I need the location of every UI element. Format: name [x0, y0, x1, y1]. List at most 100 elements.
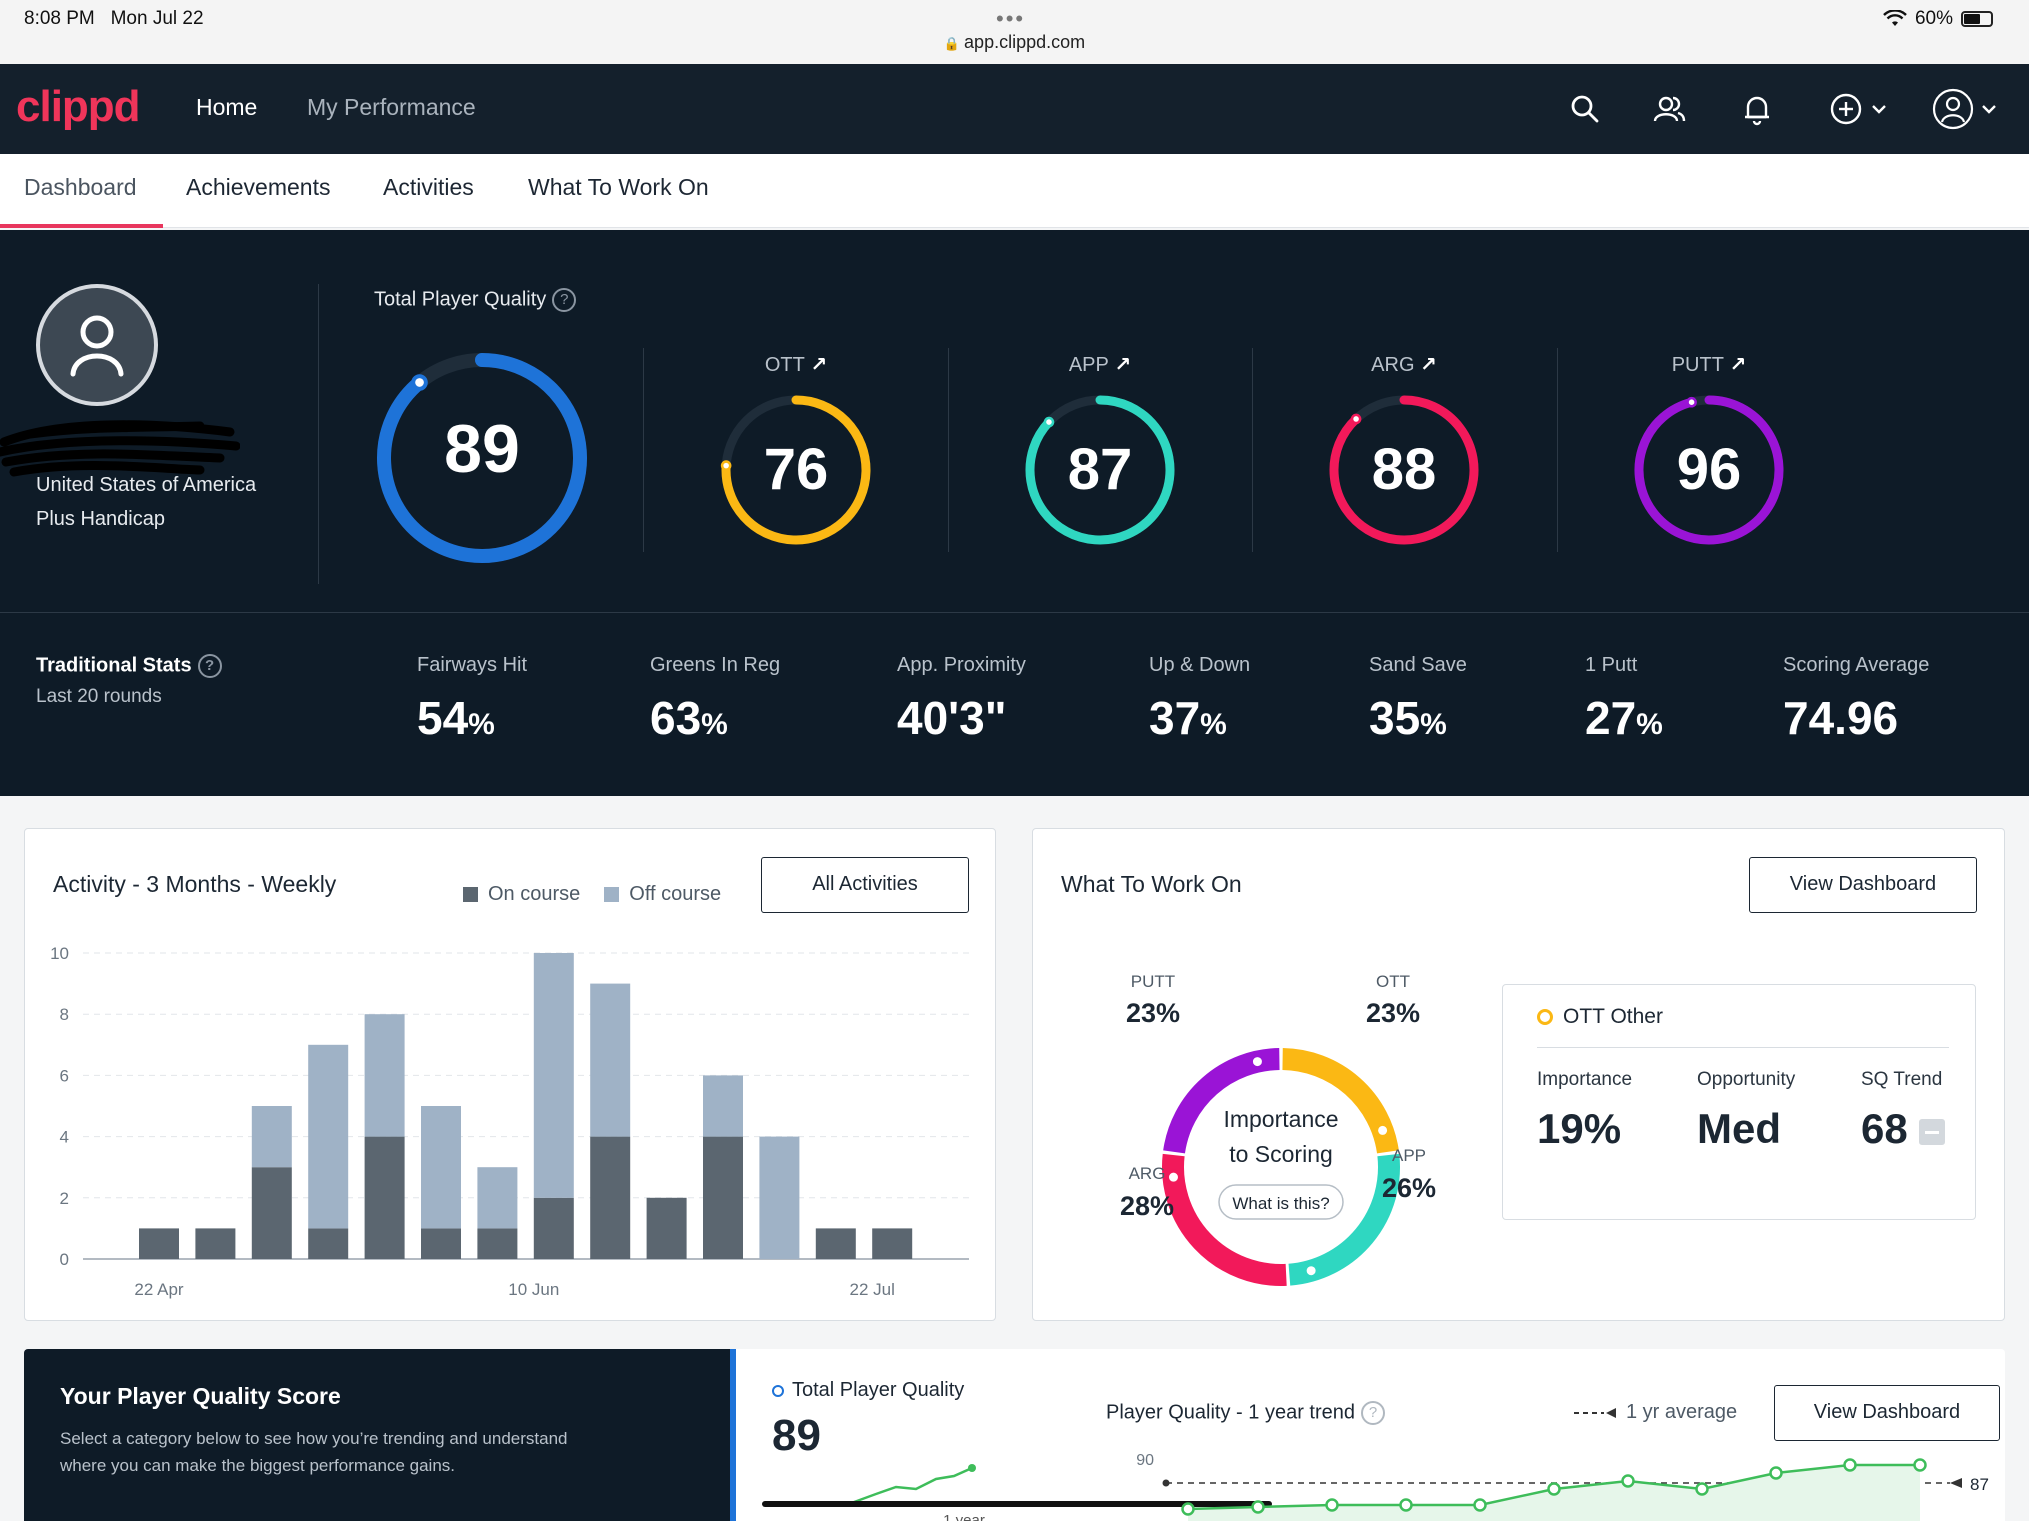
category-name: PUTT	[1671, 354, 1724, 376]
donut-label-app: APP	[1392, 1146, 1426, 1165]
pq-trend[interactable]: Total Player Quality 89 Player Quality -…	[736, 1349, 2005, 1521]
pq-view-dashboard-button[interactable]: View Dashboard	[1774, 1385, 2000, 1441]
stat-greens-in-reg: Greens In Reg 63%	[650, 654, 780, 745]
bar-off-course[interactable]	[251, 1106, 292, 1168]
ring-arg[interactable]	[1324, 390, 1484, 550]
stat-sand-save: Sand Save 35%	[1369, 654, 1467, 745]
trend-point[interactable]	[1473, 1498, 1487, 1512]
address-bar[interactable]: 🔒 app.clippd.com	[943, 32, 1086, 52]
trend-point[interactable]	[1843, 1458, 1857, 1472]
nav-my-performance[interactable]: My Performance	[307, 94, 476, 120]
y-tick-label: 2	[60, 1189, 69, 1208]
player-quality-card: Your Player Quality Score Select a categ…	[24, 1349, 2005, 1521]
legend-off-course-swatch	[604, 887, 620, 902]
importance-col: Importance 19%	[1537, 1069, 1633, 1152]
clippd-logo[interactable]: clippd	[16, 82, 141, 131]
pq-tpq-value: 89	[772, 1411, 821, 1460]
user-circle-icon[interactable]	[1932, 88, 1974, 130]
tab-dashboard[interactable]: Dashboard	[0, 174, 163, 228]
traditional-stats-title: Traditional Stats?	[36, 654, 222, 678]
bar-on-course[interactable]	[533, 1197, 574, 1259]
bar-off-course[interactable]	[421, 1106, 461, 1229]
nav-home[interactable]: Home	[196, 94, 258, 120]
bar-off-course[interactable]	[477, 1167, 518, 1229]
more-dots-icon[interactable]: •••	[996, 6, 1026, 31]
bar-on-course[interactable]	[646, 1197, 687, 1259]
avatar[interactable]	[36, 284, 158, 406]
category-label-app[interactable]: APP ↗	[1020, 352, 1180, 377]
bar-on-course[interactable]	[364, 1136, 405, 1259]
tab-achievements[interactable]: Achievements	[186, 174, 331, 200]
bar-off-course[interactable]	[590, 983, 631, 1137]
bar-on-course[interactable]	[872, 1228, 913, 1259]
bell-icon[interactable]	[1738, 90, 1776, 128]
bar-on-course[interactable]	[308, 1228, 349, 1259]
wtwo-detail-panel[interactable]: OTT Other Importance 19% Opportunity Med S…	[1502, 984, 1976, 1220]
trend-point[interactable]	[1769, 1466, 1783, 1480]
ring-ott-marker	[720, 460, 732, 471]
category-label-ott[interactable]: OTT ↗	[716, 352, 876, 377]
view-dashboard-button[interactable]: View Dashboard	[1749, 857, 1977, 913]
what-is-this-label[interactable]: What is this?	[1232, 1194, 1329, 1213]
battery-fill	[1964, 14, 1980, 24]
bar-on-course[interactable]	[251, 1167, 292, 1259]
minus-icon	[1919, 1118, 1946, 1145]
help-icon[interactable]: ?	[197, 654, 222, 678]
search-icon[interactable]	[1566, 90, 1604, 128]
bar-on-course[interactable]	[477, 1228, 518, 1259]
trend-point[interactable]	[1251, 1500, 1265, 1514]
bar-on-course[interactable]	[421, 1228, 461, 1259]
activity-legend: On course Off course	[463, 883, 721, 906]
what-is-this-button[interactable]	[1218, 1184, 1344, 1220]
chevron-down-icon[interactable]	[1978, 90, 2000, 128]
stat-label: Fairways Hit	[417, 654, 528, 676]
bar-on-course[interactable]	[703, 1136, 743, 1259]
category-label-arg[interactable]: ARG ↗	[1324, 352, 1484, 377]
ring-app[interactable]	[1020, 390, 1180, 550]
stat-value: 74.96	[1783, 692, 1899, 744]
bar-off-course[interactable]	[364, 1014, 405, 1137]
trend-point[interactable]	[1547, 1482, 1561, 1496]
ring-putt[interactable]	[1629, 390, 1789, 550]
tpq-ring[interactable]	[372, 348, 592, 568]
divider	[1557, 348, 1558, 552]
plus-circle-icon[interactable]	[1828, 90, 1866, 128]
pq-desc-2: where you can make the biggest performan…	[60, 1456, 456, 1475]
divider	[318, 284, 319, 584]
ring-ott[interactable]	[716, 390, 876, 550]
bar-off-course[interactable]	[703, 1075, 743, 1137]
legend-on-course-swatch	[463, 887, 478, 902]
trend-point[interactable]	[1913, 1458, 1927, 1472]
category-name: OTT	[764, 354, 805, 376]
category-label-putt[interactable]: PUTT ↗	[1629, 352, 1789, 377]
people-icon[interactable]	[1650, 90, 1688, 128]
trend-point[interactable]	[1621, 1474, 1635, 1488]
stat-fairways-hit: Fairways Hit 54%	[417, 654, 527, 745]
ring-app-marker	[1043, 416, 1055, 428]
battery-icon	[1961, 11, 1993, 27]
help-icon[interactable]: ?	[552, 288, 577, 312]
bar-on-course[interactable]	[195, 1228, 236, 1259]
all-activities-button[interactable]: All Activities	[761, 857, 969, 913]
tab-activities[interactable]: Activities	[383, 174, 474, 200]
bar-on-course[interactable]	[590, 1136, 631, 1259]
bar-on-course[interactable]	[815, 1228, 856, 1259]
scroll-indicator[interactable]	[762, 1501, 1272, 1507]
lock-icon: 🔒	[943, 36, 961, 51]
trend-point[interactable]	[1695, 1482, 1709, 1496]
trend-point[interactable]	[1399, 1498, 1413, 1512]
bar-off-course[interactable]	[759, 1136, 800, 1259]
help-icon[interactable]: ?	[1361, 1401, 1385, 1425]
tab-what-to-work-on[interactable]: What To Work On	[528, 174, 709, 200]
chevron-down-icon[interactable]	[1868, 90, 1890, 128]
trend-point[interactable]	[1181, 1502, 1195, 1516]
trend-point[interactable]	[1325, 1498, 1339, 1512]
stat-value: 35%	[1369, 692, 1447, 744]
status-bar: 8:08 PM Mon Jul 22 ••• 🔒 app.clippd.com 6…	[0, 0, 2029, 64]
stat-up-down: Up & Down 37%	[1149, 654, 1250, 745]
bar-off-course[interactable]	[533, 953, 574, 1198]
activity-title: Activity - 3 Months - Weekly	[53, 871, 337, 897]
bar-on-course[interactable]	[139, 1228, 179, 1259]
pq-tpq-label: Total Player Quality	[772, 1379, 964, 1402]
bar-off-course[interactable]	[308, 1044, 349, 1229]
